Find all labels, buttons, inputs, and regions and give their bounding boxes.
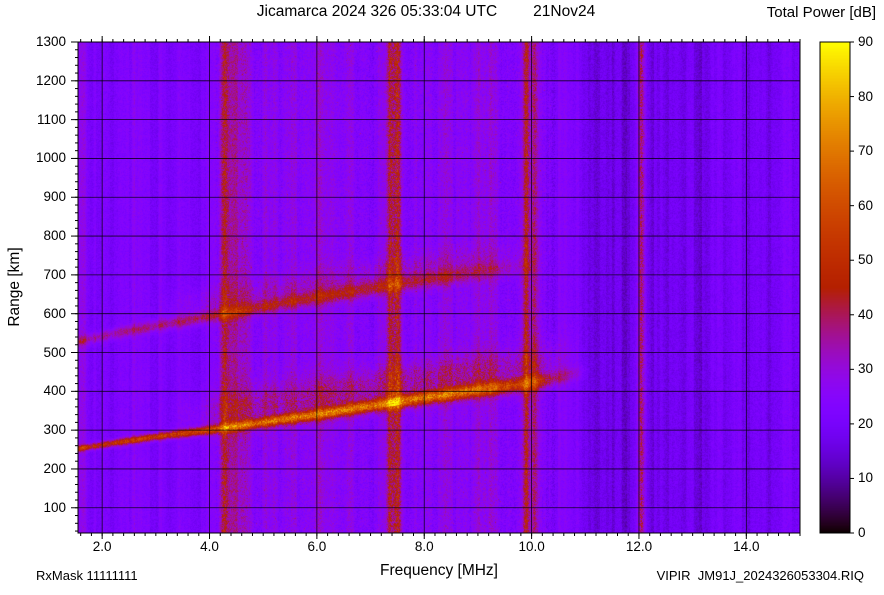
colorbar-tick-label: 20 (858, 415, 874, 431)
y-tick-label: 400 (43, 383, 66, 399)
y-tick-label: 500 (43, 344, 66, 360)
title-datetime: Jicamarca 2024 326 05:33:04 UTC (256, 3, 498, 20)
colorbar-tick-label: 80 (858, 88, 874, 104)
title-date: 21Nov24 (533, 3, 596, 20)
colorbar-tick-label: 0 (858, 525, 866, 540)
x-tick-label: 14.0 (733, 539, 760, 554)
y-axis-label: Range [km] (6, 247, 23, 327)
colorbar-tick-label: 90 (858, 34, 874, 49)
x-tick-label: 2.0 (92, 539, 112, 554)
heatmap-canvas (78, 42, 800, 533)
x-axis-label: Frequency [MHz] (379, 562, 498, 579)
y-tick-label: 100 (43, 499, 66, 515)
x-tick-label: 10.0 (518, 539, 545, 554)
y-tick-label: 1200 (35, 72, 66, 88)
y-tick-label: 1300 (35, 34, 66, 49)
rxmask-text: RxMask 11111111 (36, 568, 138, 583)
y-tick-label: 800 (43, 228, 66, 244)
colorbar-gradient (820, 42, 850, 533)
y-tick-label: 300 (43, 422, 66, 438)
y-tick-label: 1000 (35, 150, 66, 166)
colorbar-tick-label: 50 (858, 252, 874, 268)
colorbar-tick-label: 40 (858, 306, 874, 322)
y-tick-label: 1100 (36, 111, 66, 127)
x-tick-label: 6.0 (307, 539, 327, 554)
colorbar-tick-label: 30 (858, 361, 874, 377)
x-tick-label: 4.0 (200, 539, 219, 554)
y-tick-label: 200 (43, 460, 66, 476)
x-tick-label: 8.0 (414, 539, 434, 554)
colorbar-title: Total Power [dB] (766, 4, 876, 21)
colorbar-tick-label: 10 (858, 470, 874, 486)
page-title: Jicamarca 2024 326 05:33:04 UTC 21Nov24 (120, 3, 732, 21)
colorbar-tick-label: 70 (858, 143, 874, 159)
y-tick-label: 600 (43, 305, 66, 321)
colorbar-tick-label: 60 (858, 197, 874, 213)
y-tick-label: 700 (43, 266, 66, 282)
y-tick-label: 900 (43, 189, 66, 205)
x-tick-label: 12.0 (625, 539, 653, 554)
filename-text: VIPIR JM91J_2024326053304.RIQ (656, 568, 864, 583)
